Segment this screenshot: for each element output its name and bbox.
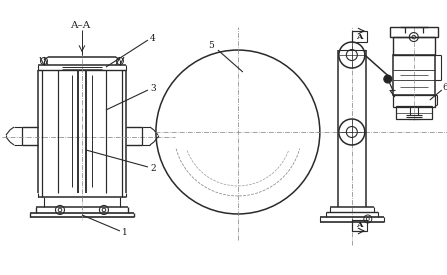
Circle shape xyxy=(384,75,392,83)
Text: 3: 3 xyxy=(150,84,156,92)
Bar xyxy=(390,27,438,37)
Bar xyxy=(393,37,435,55)
Bar xyxy=(352,31,367,42)
Text: 1: 1 xyxy=(122,229,128,237)
Bar xyxy=(393,55,435,95)
Text: 6: 6 xyxy=(442,82,447,92)
Text: A–A: A–A xyxy=(70,21,90,29)
Bar xyxy=(352,220,367,231)
Text: A: A xyxy=(356,221,363,229)
Text: A: A xyxy=(356,32,363,40)
Text: 4: 4 xyxy=(150,34,156,43)
Bar xyxy=(393,95,435,107)
Bar xyxy=(396,106,432,119)
Text: 5: 5 xyxy=(208,40,214,50)
Text: 2: 2 xyxy=(150,164,156,174)
